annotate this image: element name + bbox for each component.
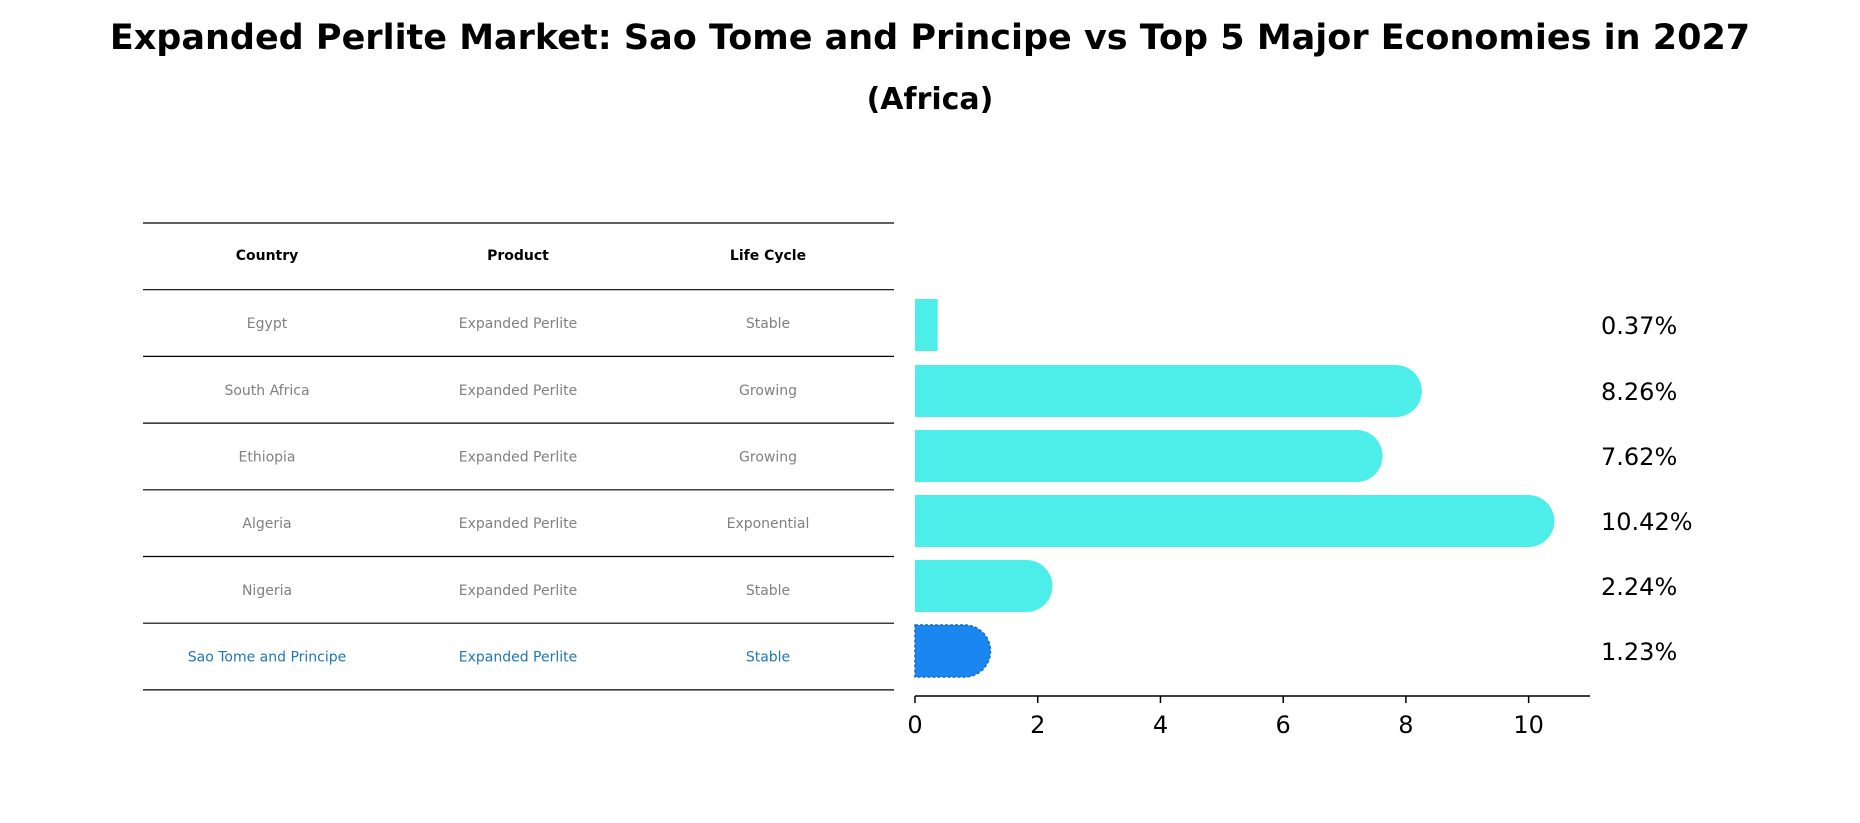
table-cell-country: Sao Tome and Principe xyxy=(188,650,347,666)
table-cell-product: Expanded Perlite xyxy=(459,650,578,666)
table-cell-country: Egypt xyxy=(247,316,288,332)
table-cell-country: Algeria xyxy=(242,516,291,532)
x-tick-label: 10 xyxy=(1513,711,1544,739)
x-tick-label: 0 xyxy=(907,711,922,739)
x-tick-label: 6 xyxy=(1276,711,1291,739)
table-cell-country: South Africa xyxy=(224,383,309,399)
data-label: 7.62% xyxy=(1601,443,1677,471)
bar-algeria xyxy=(915,495,1555,547)
data-label: 1.23% xyxy=(1601,638,1677,666)
table-cell-life-cycle: Stable xyxy=(746,650,790,666)
table-header-country: Country xyxy=(236,248,299,264)
table-cell-life-cycle: Growing xyxy=(739,449,797,465)
table-cell-product: Expanded Perlite xyxy=(459,316,578,332)
bar-egypt xyxy=(915,299,938,351)
data-label: 0.37% xyxy=(1601,312,1677,340)
table-cell-life-cycle: Stable xyxy=(746,583,790,599)
table-cell-country: Nigeria xyxy=(242,583,292,599)
table-cell-product: Expanded Perlite xyxy=(459,583,578,599)
table-cell-product: Expanded Perlite xyxy=(459,383,578,399)
table-cell-life-cycle: Exponential xyxy=(727,516,810,532)
bar-series xyxy=(914,299,1555,678)
x-tick-label: 4 xyxy=(1153,711,1168,739)
data-label: 2.24% xyxy=(1601,573,1677,601)
bar-sao-tome-and-principe xyxy=(914,624,992,678)
value-labels: 0.37% 8.26% 7.62% 10.42% 2.24% 1.23% xyxy=(1601,312,1693,666)
table-cell-product: Expanded Perlite xyxy=(459,516,578,532)
x-tick-label: 8 xyxy=(1398,711,1413,739)
bar-nigeria xyxy=(915,560,1053,612)
bar-ethiopia xyxy=(915,430,1383,482)
table-cell-life-cycle: Stable xyxy=(746,316,790,332)
table-header-product: Product xyxy=(487,248,549,264)
table-cell-country: Ethiopia xyxy=(238,449,295,465)
data-label: 8.26% xyxy=(1601,378,1677,406)
x-tick-label: 2 xyxy=(1030,711,1045,739)
data-table: Country Product Life Cycle Egypt Expanded… xyxy=(143,222,894,691)
chart-title: Expanded Perlite Market: Sao Tome and Pr… xyxy=(110,18,1750,58)
data-label: 10.42% xyxy=(1601,508,1693,536)
chart-subtitle: (Africa) xyxy=(867,82,994,117)
x-axis: 0 2 4 6 8 10 xyxy=(907,695,1590,739)
table-cell-product: Expanded Perlite xyxy=(459,449,578,465)
table-header-life-cycle: Life Cycle xyxy=(730,248,806,264)
table-cell-life-cycle: Growing xyxy=(739,383,797,399)
bar-south-africa xyxy=(915,365,1422,417)
